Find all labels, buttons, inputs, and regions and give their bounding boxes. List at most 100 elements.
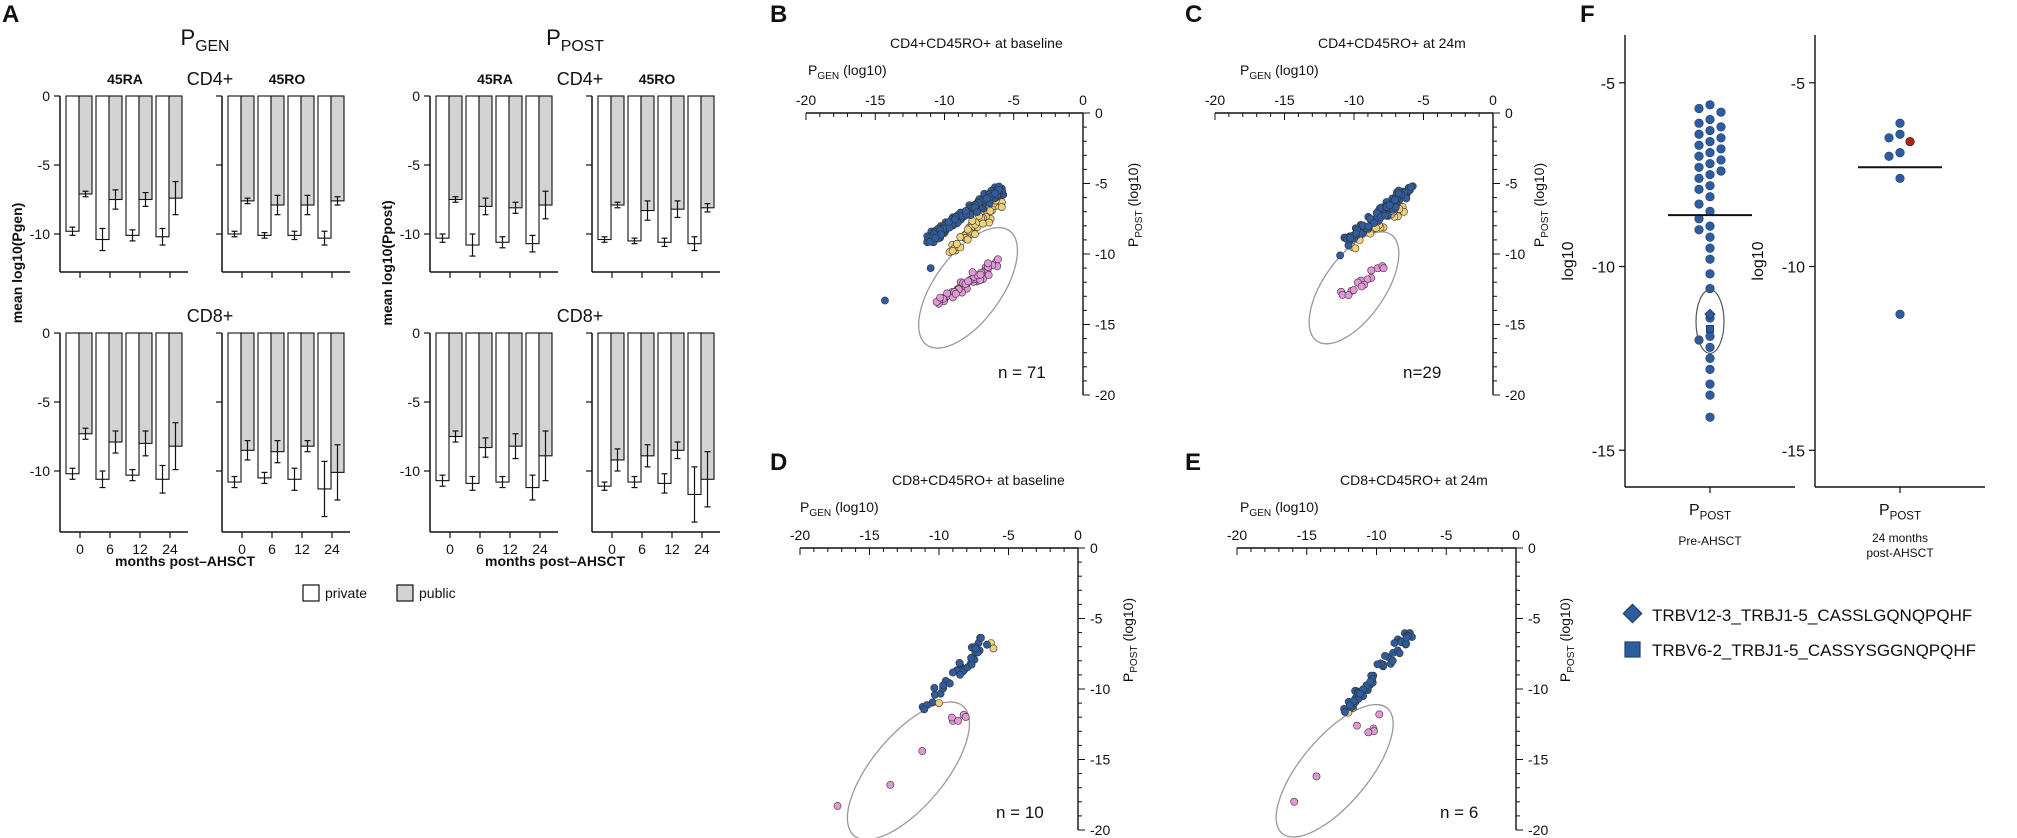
private-bar — [465, 332, 480, 484]
blue-point — [930, 684, 939, 692]
blue-point — [1373, 660, 1382, 669]
private-bar — [287, 95, 302, 236]
public-bar — [670, 95, 685, 210]
x-axis-label-tail: (log10) — [1271, 499, 1318, 515]
panel-letter-a: A — [2, 1, 19, 28]
yellow-point — [1351, 244, 1360, 253]
x-axis-label-main: P — [808, 62, 817, 78]
y-tick-label: 0 — [1528, 540, 1536, 556]
row-label-cd8: CD8+ — [187, 306, 234, 326]
blue-point — [1705, 114, 1715, 125]
legend-f: TRBV12-3_TRBJ1-5_CASSLGQNQPQHF TRBV6-2_TR… — [1622, 603, 1976, 660]
row-label-cd8: CD8+ — [557, 306, 604, 326]
x-tick-label: -10 — [1344, 92, 1364, 108]
blue-point — [930, 690, 939, 699]
private-bar — [525, 95, 540, 245]
blue-point — [1884, 133, 1894, 143]
y-axis-label-sub: POST — [1540, 210, 1551, 237]
xlabel-ppost: months post–AHSCT — [485, 553, 625, 569]
public-bar — [108, 332, 123, 443]
x-tick-label: 0 — [1079, 92, 1087, 108]
private-bar — [435, 95, 450, 239]
y-tick-label: -10 — [400, 226, 420, 242]
square-point — [1706, 324, 1714, 333]
y-axis-label: PPOST (log10) — [1120, 598, 1140, 682]
blue-point — [1336, 251, 1344, 260]
y-tick-label: 0 — [1095, 105, 1103, 121]
private-bar — [257, 95, 272, 236]
private-bar — [597, 95, 612, 241]
x-axis-label-main: P — [1240, 62, 1249, 78]
x-axis-label-main: P — [1240, 499, 1249, 515]
public-bar — [270, 95, 285, 206]
blue-point — [1716, 155, 1726, 165]
x-axis-label: PPOST — [1689, 502, 1731, 522]
x-axis-label-main: P — [1879, 502, 1890, 519]
yellow-point — [935, 699, 943, 707]
blue-point — [1366, 677, 1375, 686]
blue-point — [1705, 181, 1715, 191]
title-ppost: PPOST — [546, 25, 604, 55]
blue-point — [1705, 100, 1715, 110]
y-tick-label: -15 — [1782, 443, 1805, 460]
x-tick-label: 0 — [608, 541, 616, 557]
blue-point — [1895, 118, 1905, 128]
blue-point — [1402, 633, 1411, 642]
x-tick-label: 24 — [694, 541, 710, 557]
y-tick-label: 0 — [412, 88, 420, 104]
private-bar — [495, 95, 510, 243]
public-bar — [478, 95, 493, 207]
x-axis-label-main: P — [1689, 502, 1700, 519]
x-tick-label: 6 — [106, 541, 114, 557]
y-tick-label: -10 — [400, 463, 420, 479]
blue-point — [983, 194, 991, 203]
blue-point — [1385, 201, 1394, 210]
public-bar — [78, 95, 93, 195]
blue-point — [1705, 254, 1715, 264]
x-tick-label: -15 — [1274, 92, 1294, 108]
bar-chart-A-Pgen-CD8-45RA: 0 -5 -10 0 6 12 24 — [30, 325, 188, 557]
blue-point — [1705, 243, 1715, 253]
pink-point — [961, 713, 970, 721]
y-axis-label-tail: (log10) — [1125, 163, 1141, 210]
blue-point — [939, 681, 948, 690]
blue-point — [1705, 364, 1715, 375]
y-tick-label: -10 — [1528, 681, 1548, 697]
public-bar — [108, 95, 123, 201]
highlight-ellipse — [1308, 231, 1400, 345]
y-axis-label: log10 — [1560, 241, 1577, 280]
blue-point — [1705, 159, 1715, 169]
private-bar — [155, 332, 170, 480]
x-tick-label: -5 — [1002, 527, 1015, 543]
pink-point — [968, 268, 977, 277]
blue-point — [931, 234, 940, 243]
blue-point — [967, 660, 976, 669]
highlight-ellipse — [917, 226, 1019, 349]
blue-point — [1402, 194, 1411, 203]
x-axis-label-tail: (log10) — [1271, 62, 1318, 78]
xlabel-pgen: months post–AHSCT — [115, 553, 255, 569]
private-bar — [465, 95, 480, 246]
y-tick-label: -20 — [1528, 822, 1548, 838]
private-bar — [95, 332, 110, 480]
blue-point — [973, 208, 981, 217]
panel-title: CD4+CD45RO+ at 24m — [1318, 35, 1466, 51]
blue-point — [1694, 140, 1704, 150]
pink-point — [1353, 721, 1361, 730]
bar-chart-A-Ppost-CD4-45RO — [586, 95, 720, 278]
caption-line: 24 months — [1872, 531, 1928, 545]
blue-point — [1345, 701, 1354, 710]
yellow-point — [997, 203, 1006, 211]
blue-point — [1694, 225, 1704, 235]
y-axis-label-sub: POST — [1566, 645, 1577, 672]
blue-point — [971, 644, 980, 653]
x-tick-label: 12 — [502, 541, 518, 557]
x-tick-label: -20 — [1205, 92, 1225, 108]
public-bar — [538, 95, 553, 206]
blue-point — [1705, 125, 1715, 136]
pink-point — [1349, 286, 1358, 294]
legend-label-public: public — [419, 585, 456, 601]
y-axis-label-main: P — [1557, 673, 1573, 682]
private-bar — [65, 95, 80, 232]
blue-point — [1705, 412, 1715, 422]
